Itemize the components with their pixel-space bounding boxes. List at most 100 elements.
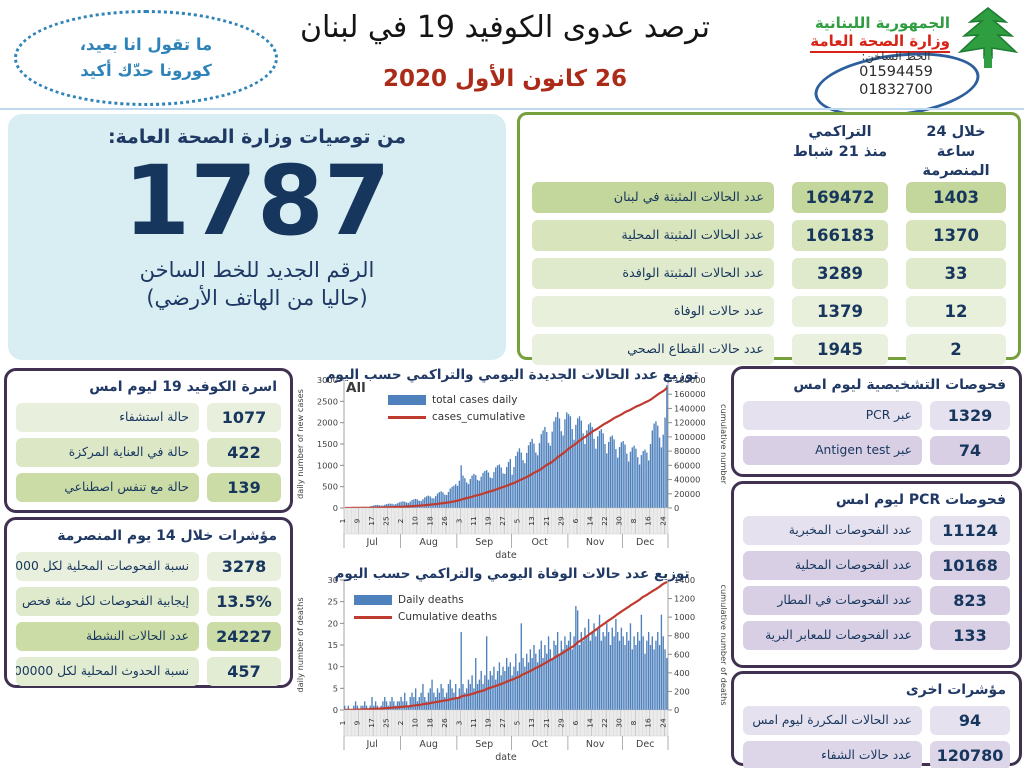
svg-text:21: 21 [542,516,551,526]
svg-text:180000: 180000 [674,375,706,385]
stat-label: عبر Antigen test [743,436,922,465]
stat-label: عدد الحالات المكررة ليوم امس [743,706,922,735]
svg-text:date: date [495,550,517,561]
svg-text:26: 26 [440,718,449,728]
recommendation-title: من توصيات وزارة الصحة العامة: [107,126,407,148]
page-title: ترصد عدوى الكوفيد 19 في لبنان [299,10,711,45]
svg-text:1000: 1000 [674,612,695,622]
svg-text:200: 200 [674,686,690,696]
cell-cumulative: 166183 [792,220,888,251]
stat-row: 1077 حالة استشفاء [16,403,281,432]
stat-value: 133 [930,621,1010,650]
svg-text:Nov: Nov [586,739,605,750]
cell-label: عدد الحالات المثبتة في لبنان [532,182,774,213]
svg-text:13: 13 [527,516,536,526]
svg-text:1400: 1400 [674,575,695,585]
stat-label: عدد الفحوصات المخبرية [743,516,922,545]
svg-text:30: 30 [615,516,624,526]
header-divider [0,108,1024,110]
svg-text:3000: 3000 [317,375,338,385]
svg-text:600: 600 [674,649,690,659]
stat-label: نسبة الفحوصات المحلية لكل 100000 [16,552,199,581]
summary-table-header: خلال 24 ساعة المنصرمة التراكمي منذ 21 شب… [532,123,1006,179]
recommendation-line-2: (حاليا من الهاتف الأرضي) [146,285,368,310]
cell-cumulative: 1379 [792,296,888,327]
legend-item: cases_cumulative [388,411,525,423]
bar-swatch-icon [388,395,426,405]
stat-row: 133 عدد الفحوصات للمعابر البرية [743,621,1010,650]
svg-text:16: 16 [644,718,653,728]
svg-text:6: 6 [571,720,580,725]
table-row: 1403 169472 عدد الحالات المثبتة في لبنان [532,182,1006,213]
ministry-name: الجمهورية اللبنانية وزارة الصحة العامة [810,14,950,76]
column-header-spacer [532,123,774,175]
cell-label: عدد الحالات المثبتة المحلية [532,220,774,251]
cell-last24h: 1370 [906,220,1006,251]
other-indicators-box: مؤشرات اخرى 94 عدد الحالات المكررة ليوم ا… [731,671,1022,768]
deaths-chart-legend: Daily deaths Cumulative deaths [354,594,497,623]
ministry-line-2: وزارة الصحة العامة [810,32,950,53]
stat-label: حالة استشفاء [16,403,199,432]
stat-value: 422 [207,438,281,467]
cell-cumulative: 3289 [792,258,888,289]
cases-chart-all-label: All [346,380,366,396]
legend-item: Daily deaths [354,594,497,606]
svg-text:1: 1 [338,518,347,523]
svg-text:Aug: Aug [419,537,438,548]
stat-row: 3278 نسبة الفحوصات المحلية لكل 100000 [16,552,281,581]
svg-text:daily number of new cases: daily number of new cases [295,389,305,499]
stat-value: 24227 [207,622,281,651]
cell-last24h: 33 [906,258,1006,289]
cell-last24h: 12 [906,296,1006,327]
legend-label: cases_cumulative [432,411,526,423]
svg-text:100000: 100000 [674,432,706,442]
svg-text:22: 22 [600,516,609,525]
cases-summary-table: خلال 24 ساعة المنصرمة التراكمي منذ 21 شب… [517,112,1021,365]
stat-value: 11124 [930,516,1010,545]
stat-value: 10168 [930,551,1010,580]
svg-text:19: 19 [484,516,493,526]
cedar-logo-icon [956,6,1020,76]
stat-row: 457 نسبة الحدوث المحلية لكل 100000 [16,657,281,686]
svg-text:1200: 1200 [674,594,695,604]
svg-text:400: 400 [674,668,690,678]
daily-cases-chart: 0 500 1000 1500 2000 2500 3000 0 20000 40000 60000… [295,375,729,561]
covid-beds-box: اسرة الكوفيد 19 ليوم امس 1077 حالة استشفا… [4,368,293,513]
charts-area: 0 500 1000 1500 2000 2500 3000 0 20000 40000 60000… [292,366,730,768]
svg-text:date: date [495,752,517,763]
svg-text:1: 1 [338,720,347,725]
svg-text:2: 2 [396,721,405,726]
indicators-14d-title: مؤشرات خلال 14 يوم المنصرمة [57,528,277,544]
legend-label: Daily deaths [398,594,464,606]
cell-label: عدد حالات الوفاة [532,296,774,327]
svg-text:120000: 120000 [674,418,706,428]
hotline-new-number: 1787 [123,145,391,257]
ministry-line-1: الجمهورية اللبنانية [814,14,950,32]
diagnostic-tests-box: فحوصات التشخيصية ليوم امس 1329 عبر PCR 74 ع… [731,366,1022,477]
svg-text:10: 10 [327,662,338,672]
slogan-line-1: ما تقول انا بعيد، [79,35,213,55]
svg-text:2000: 2000 [317,418,338,428]
diagnostic-tests-title: فحوصات التشخيصية ليوم امس [793,377,1006,393]
svg-text:9: 9 [352,518,361,523]
stat-value: 139 [207,473,281,502]
line-swatch-icon [354,615,392,619]
hotline-recommendation-box: من توصيات وزارة الصحة العامة: 1787 الرقم… [8,114,506,360]
stat-label: حالة في العناية المركزة [16,438,199,467]
svg-text:800: 800 [674,631,690,641]
svg-text:10: 10 [411,516,420,526]
bar-swatch-icon [354,595,392,605]
stat-row: 13.5% إيجابية الفحوصات لكل مئة فحص [16,587,281,616]
svg-text:20000: 20000 [674,489,700,499]
svg-text:2: 2 [396,519,405,524]
svg-text:18: 18 [425,516,434,526]
svg-text:60000: 60000 [674,460,700,470]
svg-text:18: 18 [425,718,434,728]
stat-row: 422 حالة في العناية المركزة [16,438,281,467]
header-hotline: الخط الساخن: 01594459 01832700 [810,44,984,126]
line-swatch-icon [388,415,426,419]
report-date: 26 كانون الأول 2020 [382,66,627,92]
svg-text:1500: 1500 [317,439,338,449]
beds-box-title: اسرة الكوفيد 19 ليوم امس [89,379,277,395]
svg-text:29: 29 [556,516,565,526]
